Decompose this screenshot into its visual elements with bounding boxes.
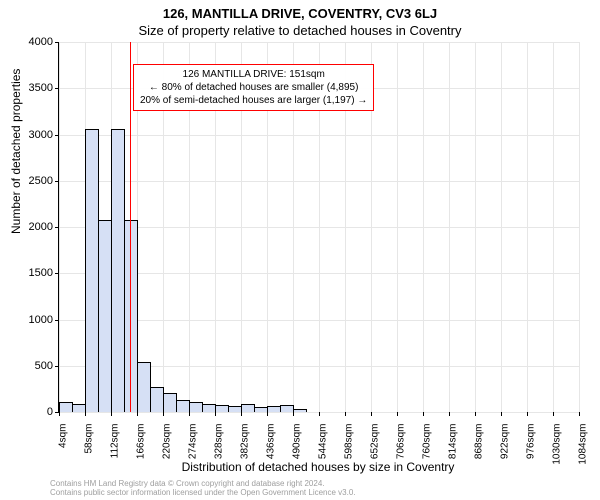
histogram-bar [124,220,138,412]
xtick-mark [501,412,502,416]
xtick-label: 328sqm [214,424,225,460]
callout-line: ← 80% of detached houses are smaller (4,… [140,81,367,94]
xtick-label: 814sqm [448,424,459,460]
xtick-mark [215,412,216,416]
gridline-vertical [527,42,528,412]
footer-line: Contains HM Land Registry data © Crown c… [50,479,356,489]
gridline-vertical [475,42,476,412]
xtick-label: 58sqm [84,424,95,454]
ytick-label: 1000 [29,314,59,326]
ytick-label: 0 [47,406,59,418]
histogram-bar [111,129,125,412]
histogram-bar [228,406,242,412]
histogram-bar [176,400,190,412]
histogram-bar [280,405,294,412]
footer-credits: Contains HM Land Registry data © Crown c… [50,479,356,498]
xtick-mark [345,412,346,416]
xtick-mark [241,412,242,416]
ytick-label: 1500 [29,267,59,279]
gridline-vertical [423,42,424,412]
xtick-mark [553,412,554,416]
histogram-bar [72,404,86,412]
reference-line [130,42,131,412]
histogram-bar [163,393,177,413]
histogram-bar [267,406,281,412]
xtick-mark [371,412,372,416]
histogram-bar [293,409,307,412]
xtick-mark [423,412,424,416]
xtick-mark [189,412,190,416]
histogram-bar [85,129,99,412]
xtick-mark [475,412,476,416]
xtick-label: 598sqm [344,424,355,460]
ytick-label: 2500 [29,175,59,187]
callout-box: 126 MANTILLA DRIVE: 151sqm← 80% of detac… [133,64,374,111]
xtick-mark [527,412,528,416]
gridline-vertical [553,42,554,412]
xtick-mark [449,412,450,416]
gridline-vertical [59,42,60,412]
xtick-mark [319,412,320,416]
xtick-label: 436sqm [266,424,277,460]
xtick-mark [85,412,86,416]
xtick-mark [579,412,580,416]
xtick-mark [397,412,398,416]
xtick-label: 706sqm [396,424,407,460]
xtick-label: 652sqm [370,424,381,460]
histogram-bar [241,404,255,412]
x-axis-label: Distribution of detached houses by size … [58,460,578,474]
histogram-bar [59,402,73,412]
xtick-mark [267,412,268,416]
callout-line: 126 MANTILLA DRIVE: 151sqm [140,68,367,81]
xtick-mark [137,412,138,416]
gridline-vertical [579,42,580,412]
xtick-label: 868sqm [474,424,485,460]
ytick-label: 500 [35,360,59,372]
xtick-mark [163,412,164,416]
ytick-label: 3500 [29,82,59,94]
y-axis-label: Number of detached properties [9,69,23,234]
ytick-label: 2000 [29,221,59,233]
xtick-label: 1030sqm [552,424,563,465]
xtick-label: 976sqm [526,424,537,460]
chart-title: Size of property relative to detached ho… [0,21,600,38]
chart-container: 126, MANTILLA DRIVE, COVENTRY, CV3 6LJ S… [0,0,600,500]
xtick-mark [59,412,60,416]
histogram-bar [215,405,229,412]
histogram-bar [98,220,112,412]
histogram-bar [137,362,151,412]
histogram-bar [189,402,203,412]
histogram-bar [202,404,216,412]
xtick-mark [111,412,112,416]
xtick-label: 4sqm [58,424,69,448]
plot-area: 050010001500200025003000350040004sqm58sq… [58,42,579,413]
xtick-label: 220sqm [162,424,173,460]
xtick-mark [293,412,294,416]
callout-line: 20% of semi-detached houses are larger (… [140,94,367,107]
histogram-bar [150,387,164,412]
xtick-label: 166sqm [136,424,147,460]
xtick-label: 760sqm [422,424,433,460]
gridline-vertical [501,42,502,412]
ytick-label: 4000 [29,36,59,48]
xtick-label: 544sqm [318,424,329,460]
footer-line: Contains public sector information licen… [50,488,356,498]
xtick-label: 382sqm [240,424,251,460]
chart-supertitle: 126, MANTILLA DRIVE, COVENTRY, CV3 6LJ [0,0,600,21]
xtick-label: 1084sqm [578,424,589,465]
xtick-label: 922sqm [500,424,511,460]
xtick-label: 274sqm [188,424,199,460]
gridline-vertical [397,42,398,412]
xtick-label: 112sqm [110,424,121,459]
ytick-label: 3000 [29,129,59,141]
histogram-bar [254,407,268,412]
xtick-label: 490sqm [292,424,303,460]
gridline-vertical [449,42,450,412]
